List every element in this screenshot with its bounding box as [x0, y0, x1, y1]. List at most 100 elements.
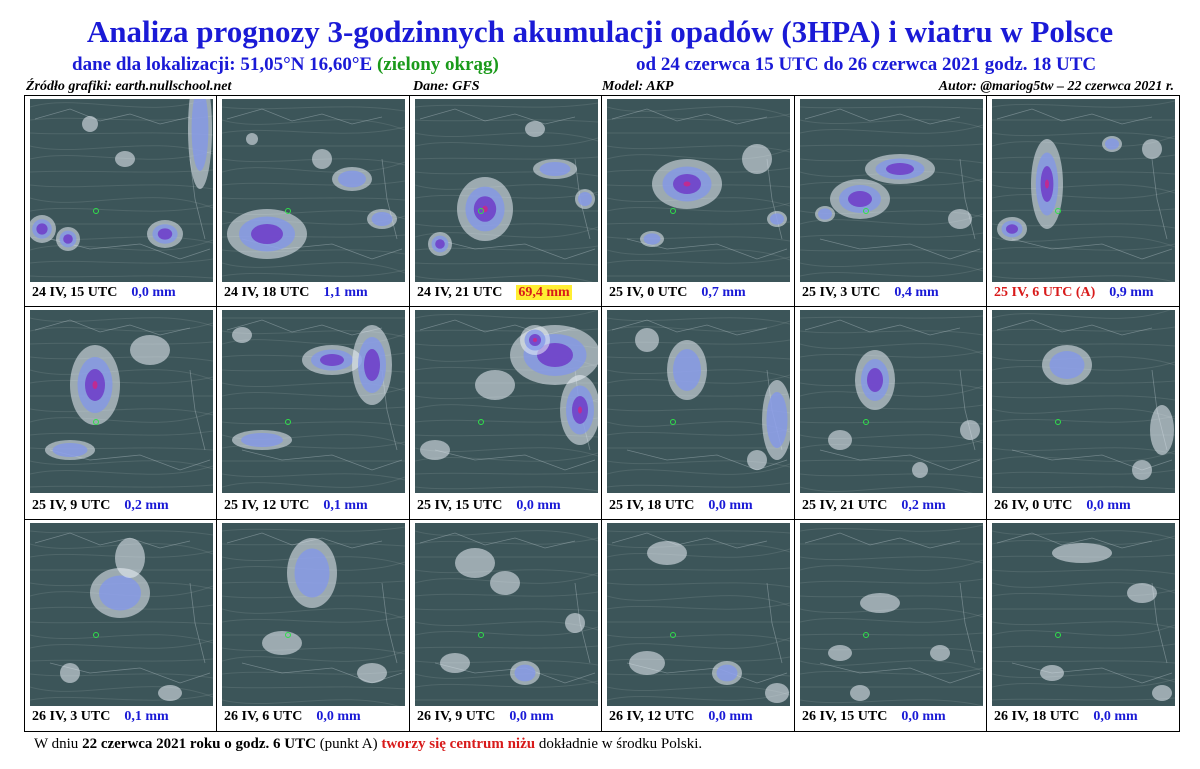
wind-streamline [800, 404, 983, 410]
map-background [30, 99, 213, 282]
location-marker [670, 632, 676, 638]
location-coordinates: dane dla lokalizacji: 51,05°N 16,60°E [72, 54, 373, 75]
wind-streamline [30, 658, 213, 662]
wind-streamline [992, 535, 1175, 545]
country-borders [804, 108, 981, 260]
wind-streamline [415, 226, 598, 238]
precipitation-area [246, 133, 258, 145]
forecast-panel: 26 IV, 6 UTC 0,0 mm [217, 520, 410, 731]
wind-streamline [992, 395, 1175, 401]
wind-streamline [30, 460, 213, 470]
wind-streamline [415, 486, 598, 492]
weather-map [30, 99, 213, 282]
panel-time: 24 IV, 18 UTC [224, 285, 310, 300]
panel-precip-value: 0,0 mm [131, 285, 176, 300]
precipitation-area [320, 354, 344, 366]
panel-precip-value: 0,2 mm [901, 498, 946, 513]
panel-time: 25 IV, 3 UTC [802, 285, 881, 300]
wind-streamline [415, 275, 593, 282]
precipitation-area [357, 663, 387, 683]
location-marker [93, 419, 99, 425]
weather-map [992, 99, 1175, 282]
weather-map [607, 99, 790, 282]
precipitation-area [1152, 685, 1172, 701]
forecast-panel: 25 IV, 6 UTC (A) 0,9 mm [987, 96, 1179, 307]
weather-map [222, 523, 405, 706]
panel-map [800, 310, 983, 493]
precipitation-area [1045, 179, 1049, 189]
panel-map [30, 99, 213, 282]
forecast-panel: 25 IV, 21 UTC 0,2 mm [795, 307, 987, 520]
panel-precip-value: 0,0 mm [901, 709, 946, 724]
panel-map [30, 523, 213, 706]
panel-time: 26 IV, 0 UTC [994, 498, 1073, 513]
forecast-panel-grid: 24 IV, 15 UTC 0,0 mm 24 IV, 18 UTC 1,1 mm 24… [24, 95, 1180, 732]
wind-streamline [800, 249, 983, 253]
wind-streamline [30, 258, 213, 264]
wind-streamline [800, 486, 973, 493]
precipitation-area [1049, 351, 1085, 379]
wind-streamline [30, 686, 213, 698]
wind-streamline [992, 569, 1175, 575]
wind-streamline [30, 275, 213, 279]
wind-streamline [800, 556, 983, 564]
precipitation-area [948, 209, 972, 229]
location-marker [1055, 419, 1061, 425]
location-marker [863, 632, 869, 638]
page-title: Analiza prognozy 3-godzinnych akumulacji… [86, 14, 1114, 49]
weather-map [222, 310, 405, 493]
panel-precip-value: 0,2 mm [124, 498, 169, 513]
wind-streamline [222, 406, 405, 410]
wind-streamline [415, 171, 598, 177]
wind-streamline [30, 543, 213, 555]
wind-streamline [607, 202, 790, 212]
precipitation-area [1132, 460, 1152, 480]
precipitation-area [886, 163, 914, 175]
weather-map [415, 99, 598, 282]
precipitation-area [930, 645, 950, 661]
wind-streamline [607, 113, 790, 121]
panel-map [415, 99, 598, 282]
panel-map [415, 523, 598, 706]
wind-streamline [992, 408, 1175, 420]
wind-streamline [222, 476, 405, 488]
wind-streamline [222, 686, 405, 690]
wind-streamline [30, 634, 213, 644]
map-background [992, 99, 1175, 282]
panel-time: 25 IV, 15 UTC [417, 498, 503, 513]
wind-streamline [222, 647, 405, 655]
precipitation-area [643, 233, 661, 245]
precipitation-area [742, 144, 772, 174]
precipitation-area [130, 335, 170, 365]
data-label: Dane: GFS [413, 79, 480, 94]
forecast-panel: 26 IV, 15 UTC 0,0 mm [795, 520, 987, 731]
wind-streamline [800, 473, 983, 479]
wind-streamline [222, 526, 405, 532]
precipitation-area [312, 149, 332, 169]
wind-streamline [800, 330, 983, 336]
panel-caption: 26 IV, 12 UTC 0,0 mm [609, 709, 753, 725]
panel-caption: 24 IV, 21 UTC 69,4 mm [417, 285, 572, 301]
wind-streamline [607, 673, 790, 677]
wind-streamline [800, 439, 983, 449]
precipitation-area [1127, 583, 1157, 603]
weather-map [30, 523, 213, 706]
panel-time: 25 IV, 21 UTC [802, 498, 888, 513]
precipitation-area [912, 462, 928, 478]
panel-time: 26 IV, 9 UTC [417, 709, 496, 724]
panel-caption: 26 IV, 6 UTC 0,0 mm [224, 709, 361, 725]
panel-precip-value: 0,0 mm [708, 498, 753, 513]
precipitation-area [647, 541, 687, 565]
precipitation-area [828, 645, 852, 661]
forecast-panel: 25 IV, 18 UTC 0,0 mm [602, 307, 795, 520]
panel-precip-value: 0,4 mm [894, 285, 939, 300]
wind-streamline [992, 275, 1175, 282]
panel-caption: 26 IV, 3 UTC 0,1 mm [32, 709, 169, 725]
wind-streamline [30, 408, 213, 416]
weather-map [800, 310, 983, 493]
wind-streamline [415, 310, 598, 319]
wind-streamline [800, 262, 983, 272]
wind-streamline [800, 458, 983, 462]
wind-streamline [992, 208, 1175, 212]
wind-streamline [30, 530, 213, 536]
